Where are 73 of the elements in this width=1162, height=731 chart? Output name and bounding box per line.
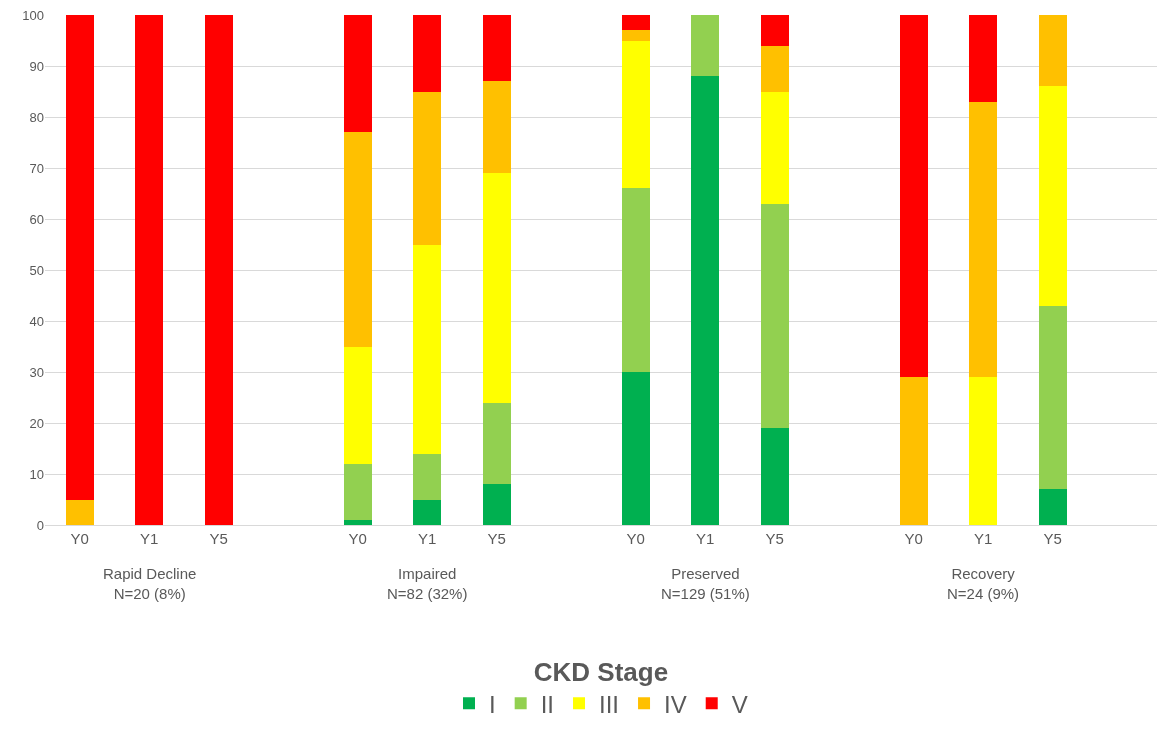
y-tick-label: 70 (29, 160, 44, 176)
x-tick-label: Y0 (904, 530, 923, 547)
text: Rapid Decline N=20 (8%) (103, 565, 197, 602)
x-tick-label: Y5 (209, 530, 228, 547)
bar (899, 377, 928, 525)
legend-label: II (540, 690, 555, 718)
bar (691, 15, 720, 77)
y-tick-label: 40 (29, 313, 44, 329)
bar (135, 15, 164, 525)
x-tick-label: Y0 (348, 530, 367, 547)
y-tick-label: 10 (29, 466, 44, 482)
bar (899, 15, 928, 378)
x-tick-label: Y1 (140, 530, 159, 547)
bar (969, 15, 998, 102)
x-tick-label: Y0 (70, 530, 89, 547)
bar (760, 91, 789, 204)
bar (413, 15, 442, 92)
bar (413, 499, 442, 525)
y-tick-label: 30 (29, 364, 44, 380)
y-tick-label: 100 (22, 7, 44, 23)
legend-label: III (599, 690, 620, 718)
bar (413, 91, 442, 245)
bar (343, 463, 372, 520)
y-tick-label: 60 (29, 211, 44, 227)
y-tick-label: 90 (29, 58, 44, 74)
x-tick-label: Y5 (765, 530, 784, 547)
bar (1038, 305, 1067, 490)
y-tick-label: 80 (29, 109, 44, 125)
y-tick-label: 0 (36, 517, 44, 533)
text: Recovery N=24 (9%) (947, 565, 1020, 602)
bar (760, 45, 789, 92)
bar (621, 15, 650, 31)
text: Impaired N=82 (32%) (387, 565, 468, 602)
bar (482, 81, 511, 174)
bar (482, 484, 511, 525)
bar (343, 15, 372, 133)
x-tick-label: Y5 (487, 530, 506, 547)
bar (65, 499, 94, 525)
bar (482, 15, 511, 82)
bar (65, 15, 94, 500)
bar (413, 244, 442, 454)
bar (691, 76, 720, 525)
bar (621, 40, 650, 189)
x-tick-label: Y0 (626, 530, 645, 547)
bar (760, 15, 789, 46)
x-tick-label: Y1 (418, 530, 437, 547)
y-tick-label: 20 (29, 415, 44, 431)
bar (413, 453, 442, 500)
legend-label: V (731, 690, 748, 718)
bar (969, 377, 998, 525)
bar (343, 132, 372, 347)
bar (343, 519, 372, 525)
bar (343, 346, 372, 464)
bar (1038, 15, 1067, 87)
x-tick-label: Y5 (1043, 530, 1062, 547)
bar (1038, 489, 1067, 525)
bar (621, 188, 650, 372)
bar (621, 30, 650, 41)
legend-title: CKD Stage (533, 657, 669, 688)
bar (969, 101, 998, 378)
bar (621, 372, 650, 525)
bar (482, 402, 511, 485)
y-tick-label: 50 (29, 262, 44, 278)
bar (204, 15, 233, 525)
bar (760, 203, 789, 429)
bar (482, 173, 511, 403)
x-tick-label: Y1 (696, 530, 715, 547)
bar (1038, 86, 1067, 306)
text: Preserved N=129 (51%) (661, 565, 750, 602)
x-tick-label: Y1 (974, 530, 993, 547)
legend-label: I (489, 690, 496, 718)
legend-label: IV (664, 690, 687, 718)
bar (760, 428, 789, 525)
